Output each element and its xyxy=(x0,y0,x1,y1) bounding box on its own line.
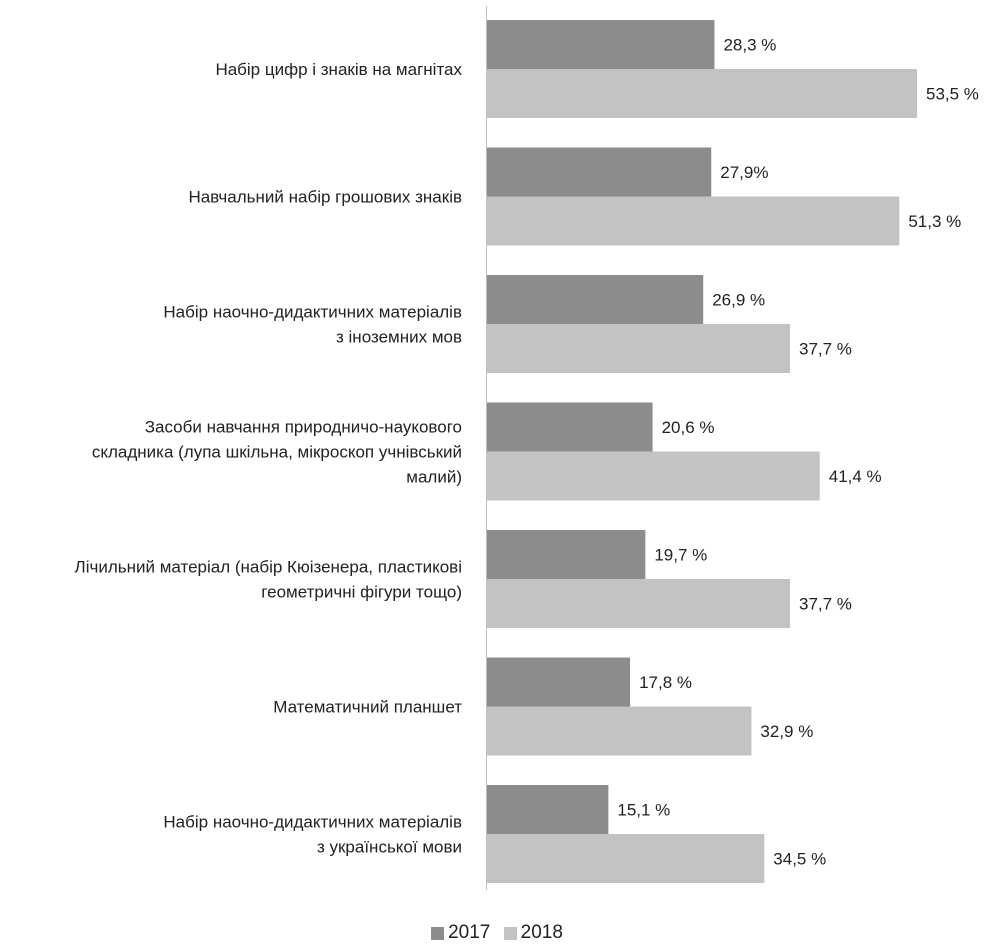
category-label-line: Математичний планшет xyxy=(273,698,462,717)
bar-2017-1 xyxy=(487,20,715,69)
category-label-4: Засоби навчання природничо-наукового скла… xyxy=(92,418,462,487)
bar-2018-7 xyxy=(487,834,765,883)
bar-2017-2 xyxy=(487,147,712,197)
value-label-2017-3: 26,9 % xyxy=(712,291,765,310)
bar-2018-3 xyxy=(487,324,791,373)
category-label-line: з іноземних мов xyxy=(336,328,462,347)
value-label-2017-6: 17,8 % xyxy=(639,673,692,692)
value-label-2017-2: 27,9% xyxy=(720,163,768,182)
bar-2017-4 xyxy=(487,402,653,452)
value-label-2018-1: 53,5 % xyxy=(926,85,979,104)
category-label-line: Набір наочно-дидактичних матеріалів xyxy=(163,303,462,322)
value-label-2018-4: 41,4 % xyxy=(829,467,882,486)
bar-2018-4 xyxy=(487,451,820,501)
value-label-2018-3: 37,7 % xyxy=(799,340,852,359)
category-label-line: геометричні фігури тощо) xyxy=(261,583,462,602)
value-label-2018-6: 32,9 % xyxy=(760,722,813,741)
bar-2018-2 xyxy=(487,196,900,246)
legend-label-2017: 2017 xyxy=(448,922,491,943)
legend-swatch-2017 xyxy=(431,926,445,940)
value-label-2017-5: 19,7 % xyxy=(654,546,707,565)
category-label-line: Лічильний матеріал (набір Кюізенера, пла… xyxy=(75,558,462,577)
bar-2017-7 xyxy=(487,785,609,834)
bar-2018-6 xyxy=(487,706,752,756)
category-label-1: Набір цифр і знаків на магнітах xyxy=(215,60,462,79)
value-label-2017-4: 20,6 % xyxy=(662,418,715,437)
bar-2018-5 xyxy=(487,579,791,628)
category-label-line: складника (лупа шкільна, мікроскоп учнів… xyxy=(92,443,462,462)
labels-layer: 28,3 % 53,5 % Набір цифр і знаків на магні… xyxy=(75,36,979,869)
category-label-5: Лічильний матеріал (набір Кюізенера, пла… xyxy=(75,558,462,602)
category-label-line: з української мови xyxy=(317,838,462,857)
value-label-2018-7: 34,5 % xyxy=(773,850,826,869)
legend-item-2018: 2018 xyxy=(503,922,563,944)
bar-2017-6 xyxy=(487,657,631,707)
value-label-2018-2: 51,3 % xyxy=(908,212,961,231)
bars-layer xyxy=(487,20,917,883)
category-label-7: Набір наочно-дидактичних матеріалів з укр… xyxy=(163,813,462,857)
value-label-2018-5: 37,7 % xyxy=(799,595,852,614)
category-label-line: Засоби навчання природничо-наукового xyxy=(145,418,462,437)
category-label-line: Набір цифр і знаків на магнітах xyxy=(215,60,462,79)
legend-label-2018: 2018 xyxy=(520,922,563,943)
category-label-2: Навчальний набір грошових знаків xyxy=(188,188,462,207)
value-label-2017-1: 28,3 % xyxy=(723,36,776,55)
bar-2017-3 xyxy=(487,275,704,324)
bar-2017-5 xyxy=(487,530,646,579)
category-label-line: малий) xyxy=(406,468,462,487)
legend: 2017 2018 xyxy=(0,922,994,946)
legend-item-2017: 2017 xyxy=(431,922,490,944)
legend-swatch-2018 xyxy=(503,926,517,940)
value-label-2017-7: 15,1 % xyxy=(617,801,670,820)
category-label-line: Набір наочно-дидактичних матеріалів xyxy=(163,813,462,832)
category-label-line: Навчальний набір грошових знаків xyxy=(188,188,462,207)
category-label-6: Математичний планшет xyxy=(273,698,462,717)
bar-2018-1 xyxy=(487,69,917,118)
category-label-3: Набір наочно-дидактичних матеріалів з іно… xyxy=(163,303,462,347)
